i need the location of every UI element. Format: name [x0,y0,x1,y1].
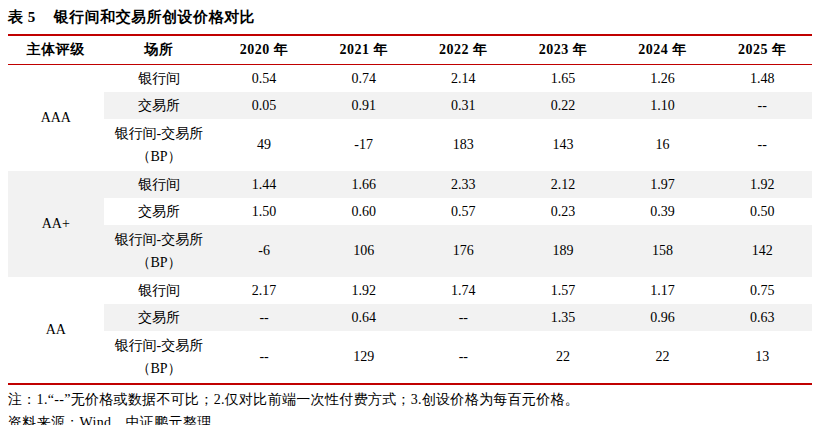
table-row: 交易所 -- 0.64 -- 1.35 0.96 0.63 [8,304,812,331]
table-row: AA 银行间 2.17 1.92 1.74 1.57 1.17 0.75 [8,277,812,304]
table-footnotes: 注：1.“--”无价格或数据不可比；2.仅对比前端一次性付费方式；3.创设价格为… [8,385,812,425]
venue-cell: 银行间-交易所 （BP） [104,225,215,277]
value-cell: 1.92 [314,277,414,304]
header-year-2020: 2020 年 [214,35,314,65]
value-cell: 1.17 [613,277,713,304]
venue-cell: 交易所 [104,304,215,331]
venue-cell: 交易所 [104,92,215,119]
venue-cell: 银行间 [104,277,215,304]
value-cell: 16 [613,119,713,171]
value-cell: 0.54 [214,65,314,93]
value-cell: -- [712,119,812,171]
value-cell: 142 [712,225,812,277]
value-cell: 1.26 [613,65,713,93]
value-cell: 0.39 [613,198,713,225]
value-cell: 2.33 [414,171,514,198]
value-cell: 0.91 [314,92,414,119]
value-cell: -- [712,92,812,119]
venue-line1: 银行间-交易所 [104,122,215,145]
value-cell: -- [414,304,514,331]
value-cell: 0.63 [712,304,812,331]
value-cell: 0.64 [314,304,414,331]
value-cell: 0.57 [414,198,514,225]
value-cell: 1.92 [712,171,812,198]
venue-cell: 银行间 [104,65,215,93]
value-cell: -- [414,331,514,384]
value-cell: 0.75 [712,277,812,304]
value-cell: 143 [513,119,613,171]
value-cell: 0.31 [414,92,514,119]
header-year-2025: 2025 年 [712,35,812,65]
table-title: 表 5 银行间和交易所创设价格对比 [8,5,812,34]
table-row: AAA 银行间 0.54 0.74 2.14 1.65 1.26 1.48 [8,65,812,93]
value-cell: 0.50 [712,198,812,225]
table-row: 交易所 0.05 0.91 0.31 0.22 1.10 -- [8,92,812,119]
rating-cell-aa: AA [8,277,104,384]
value-cell: 1.97 [613,171,713,198]
venue-line1: 银行间-交易所 [104,228,215,251]
value-cell: -- [214,331,314,384]
value-cell: 1.66 [314,171,414,198]
rating-cell-aaa: AAA [8,65,104,172]
value-cell: 1.57 [513,277,613,304]
value-cell: 176 [414,225,514,277]
value-cell: 22 [513,331,613,384]
header-year-2022: 2022 年 [414,35,514,65]
value-cell: 0.96 [613,304,713,331]
report-table-page: 表 5 银行间和交易所创设价格对比 主体评级 场所 2020 年 2021 年 2… [0,0,820,425]
header-venue: 场所 [104,35,215,65]
value-cell: -17 [314,119,414,171]
table-row: 银行间-交易所 （BP） -6 106 176 189 158 142 [8,225,812,277]
value-cell: 0.22 [513,92,613,119]
source-line: 资料来源：Wind，中证鹏元整理 [8,411,812,425]
table-row: 银行间-交易所 （BP） 49 -17 183 143 16 -- [8,119,812,171]
venue-cell: 银行间-交易所 （BP） [104,119,215,171]
header-rating: 主体评级 [8,35,104,65]
value-cell: 189 [513,225,613,277]
table-title-text: 银行间和交易所创设价格对比 [54,9,256,25]
table-row: AA+ 银行间 1.44 1.66 2.33 2.12 1.97 1.92 [8,171,812,198]
value-cell: 1.50 [214,198,314,225]
footnote-line: 注：1.“--”无价格或数据不可比；2.仅对比前端一次性付费方式；3.创设价格为… [8,388,812,411]
table-row: 交易所 1.50 0.60 0.57 0.23 0.39 0.50 [8,198,812,225]
venue-cell: 交易所 [104,198,215,225]
venue-line2: （BP） [104,145,215,168]
price-comparison-table: 主体评级 场所 2020 年 2021 年 2022 年 2023 年 2024… [8,34,812,385]
header-row: 主体评级 场所 2020 年 2021 年 2022 年 2023 年 2024… [8,35,812,65]
value-cell: 2.14 [414,65,514,93]
header-year-2024: 2024 年 [613,35,713,65]
venue-cell: 银行间-交易所 （BP） [104,331,215,384]
value-cell: 22 [613,331,713,384]
value-cell: 106 [314,225,414,277]
value-cell: 1.35 [513,304,613,331]
value-cell: 1.65 [513,65,613,93]
value-cell: 1.48 [712,65,812,93]
value-cell: 2.17 [214,277,314,304]
value-cell: 13 [712,331,812,384]
rating-cell-aa-plus: AA+ [8,171,104,277]
value-cell: 0.74 [314,65,414,93]
header-year-2021: 2021 年 [314,35,414,65]
value-cell: -6 [214,225,314,277]
value-cell: 0.23 [513,198,613,225]
header-year-2023: 2023 年 [513,35,613,65]
value-cell: 1.74 [414,277,514,304]
value-cell: 1.10 [613,92,713,119]
table-row: 银行间-交易所 （BP） -- 129 -- 22 22 13 [8,331,812,384]
venue-line1: 银行间-交易所 [104,334,215,357]
venue-line2: （BP） [104,251,215,274]
venue-line2: （BP） [104,357,215,380]
value-cell: 129 [314,331,414,384]
value-cell: 183 [414,119,514,171]
venue-cell: 银行间 [104,171,215,198]
value-cell: -- [214,304,314,331]
value-cell: 1.44 [214,171,314,198]
value-cell: 49 [214,119,314,171]
value-cell: 158 [613,225,713,277]
value-cell: 0.05 [214,92,314,119]
value-cell: 2.12 [513,171,613,198]
value-cell: 0.60 [314,198,414,225]
table-number: 表 5 [8,9,36,25]
